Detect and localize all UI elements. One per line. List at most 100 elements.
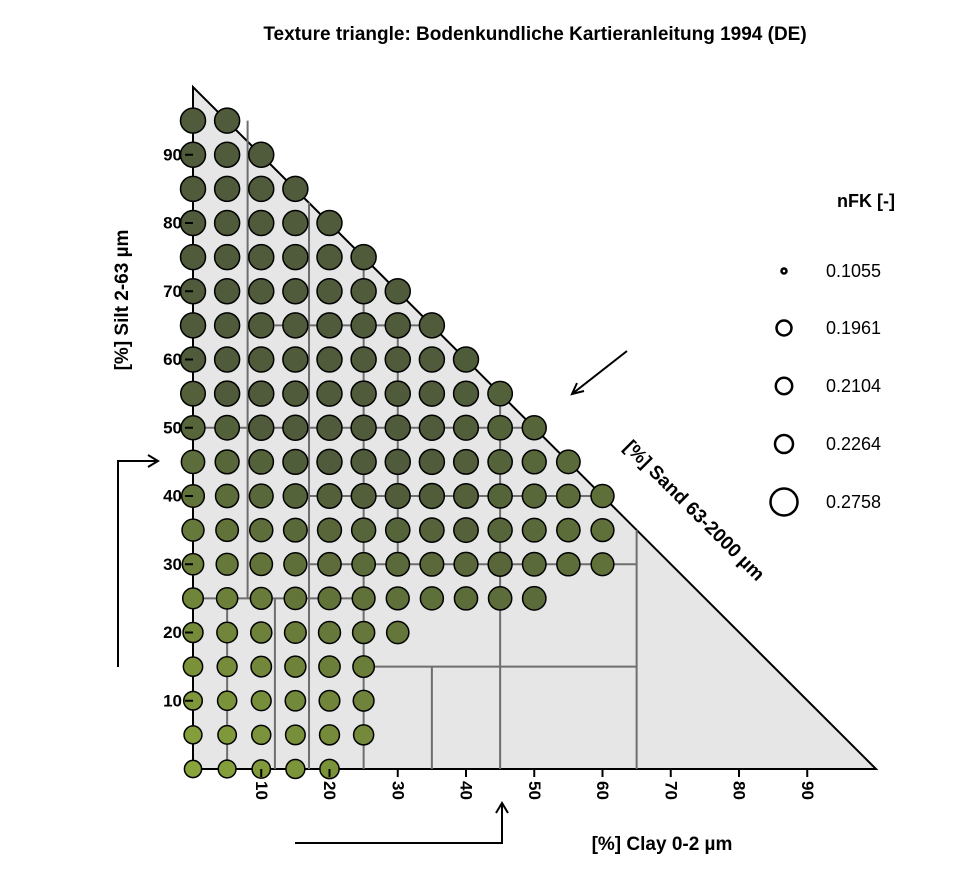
data-point (418, 448, 446, 476)
chart-title: Texture triangle: Bodenkundliche Kartier… (263, 24, 806, 45)
data-point (521, 551, 547, 577)
data-point (521, 517, 547, 543)
data-point (213, 278, 241, 305)
data-point (317, 620, 342, 645)
data-point (249, 621, 273, 644)
data-point (183, 725, 203, 745)
silt-axis: 10 20 30 40 50 60 70 80 90 (163, 145, 193, 710)
data-point (590, 517, 615, 543)
data-point (352, 724, 375, 746)
data-point (318, 724, 341, 746)
data-point (248, 448, 275, 475)
data-point (215, 518, 240, 543)
data-point (217, 759, 237, 779)
data-point (217, 724, 238, 745)
data-point (282, 209, 309, 237)
data-point (453, 483, 479, 509)
data-point (282, 243, 309, 271)
data-point (384, 414, 411, 441)
data-point (214, 483, 240, 509)
clay-tick-label: 80 (730, 781, 749, 800)
data-point (216, 655, 238, 678)
data-point (282, 414, 309, 441)
data-point (487, 449, 513, 475)
clay-axis-title: [%] Clay 0-2 µm (592, 834, 733, 855)
data-point (556, 551, 581, 577)
data-point (556, 517, 581, 543)
data-point (487, 483, 513, 509)
data-point (248, 209, 275, 237)
clay-tick-label: 40 (457, 781, 476, 800)
data-point (213, 107, 241, 134)
data-point (284, 724, 306, 746)
data-point (316, 243, 343, 271)
data-point (282, 346, 309, 373)
data-point (213, 312, 241, 339)
data-point (350, 346, 377, 373)
data-point (316, 278, 343, 305)
clay-tick-label: 60 (593, 781, 612, 800)
data-point (249, 586, 273, 610)
data-point (181, 587, 205, 610)
data-point (249, 552, 274, 577)
data-point (216, 621, 239, 644)
legend-title: nFK [-] (837, 191, 895, 211)
data-point (453, 586, 479, 611)
legend-entry-label: 0.2758 (826, 492, 881, 512)
data-point (419, 551, 445, 577)
data-point (248, 414, 275, 441)
data-point (521, 585, 547, 611)
legend: nFK [-] 0.1055 0.1961 0.2104 0.2264 0.2758 (769, 191, 895, 517)
data-point (384, 346, 411, 373)
data-point (521, 415, 547, 441)
data-point (418, 380, 446, 407)
data-point (248, 243, 275, 271)
data-point (317, 586, 342, 611)
data-points (179, 107, 615, 780)
data-point (316, 483, 343, 509)
data-point (487, 551, 513, 577)
data-point (182, 656, 204, 678)
data-point (385, 551, 411, 577)
data-point (213, 141, 241, 168)
data-point (452, 346, 480, 373)
data-point (452, 414, 480, 441)
data-point (213, 346, 241, 373)
data-point (352, 689, 375, 712)
data-point (284, 655, 307, 678)
silt-tick-label: 90 (163, 145, 182, 164)
data-point (317, 551, 342, 577)
clay-tick-label: 50 (525, 781, 544, 800)
data-point (284, 689, 307, 712)
data-point (487, 586, 513, 611)
data-point (283, 552, 308, 577)
data-point (352, 655, 376, 679)
data-point (282, 380, 309, 407)
data-point (179, 312, 207, 339)
data-point (179, 243, 207, 271)
data-point (316, 414, 343, 441)
data-point (248, 175, 275, 203)
data-point (282, 517, 308, 543)
legend-symbol (780, 267, 788, 275)
silt-tick-label: 60 (163, 350, 182, 369)
legend-symbol (773, 433, 795, 455)
clay-tick-label: 10 (252, 781, 271, 800)
data-point (590, 552, 615, 577)
data-point (213, 380, 241, 407)
data-point (521, 449, 547, 475)
silt-tick-label: 20 (163, 623, 182, 642)
silt-tick-label: 10 (163, 691, 182, 710)
data-point (351, 620, 376, 645)
data-point (316, 209, 343, 237)
data-point (215, 587, 239, 610)
data-point (555, 483, 581, 509)
data-point (248, 278, 275, 305)
data-point (350, 482, 377, 510)
data-point (179, 175, 207, 203)
data-point (282, 448, 309, 476)
data-point (418, 414, 446, 441)
data-point (285, 758, 306, 780)
data-point (183, 759, 203, 779)
